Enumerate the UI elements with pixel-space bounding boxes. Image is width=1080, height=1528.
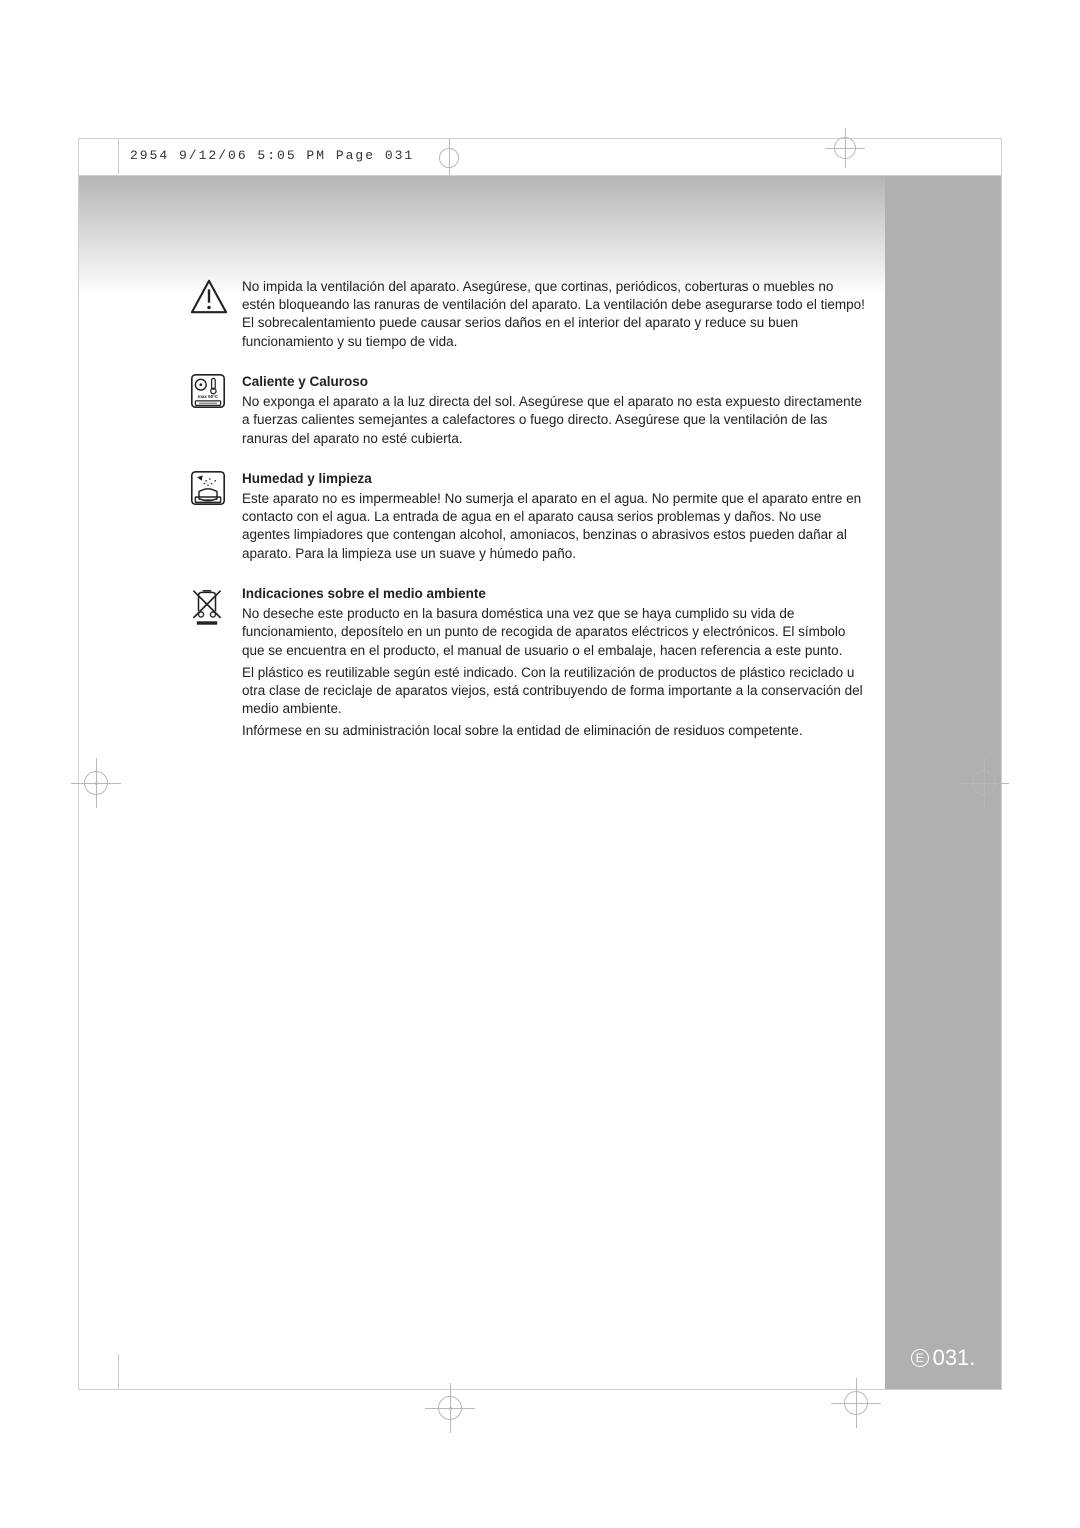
heat-icon: max 50°C	[190, 373, 228, 411]
language-badge: E	[911, 1349, 929, 1367]
weee-icon	[190, 585, 228, 623]
humidity-text: Este aparato no es impermeable! No sumer…	[242, 490, 870, 563]
section-ventilation: No impida la ventilación del aparato. As…	[190, 278, 870, 355]
imposition-slug: 2954 9/12/06 5:05 PM Page 031	[130, 148, 414, 163]
section-environment: Indicaciones sobre el medio ambiente No …	[190, 585, 870, 745]
svg-text:max 50°C: max 50°C	[198, 394, 219, 399]
heat-text: No exponga el aparato a la luz directa d…	[242, 393, 870, 448]
crop-mark-top	[430, 138, 470, 178]
environment-p3: Infórmese en su administración local sob…	[242, 722, 870, 740]
environment-heading: Indicaciones sobre el medio ambiente	[242, 585, 870, 603]
ventilation-text: No impida la ventilación del aparato. As…	[242, 278, 870, 351]
section-heat: max 50°C Caliente y Caluroso No exponga …	[190, 373, 870, 452]
crop-tick-bottom	[118, 1354, 119, 1390]
content-area: No impida la ventilación del aparato. As…	[190, 278, 870, 763]
environment-p1: No deseche este producto en la basura do…	[242, 605, 870, 660]
humidity-icon	[190, 470, 228, 508]
environment-p2: El plástico es reutilizable según esté i…	[242, 664, 870, 719]
crop-tick	[118, 138, 119, 174]
page-number-text: 031.	[933, 1345, 976, 1370]
page-number: E031.	[885, 1345, 1001, 1371]
heat-heading: Caliente y Caluroso	[242, 373, 870, 391]
section-humidity: Humedad y limpieza Este aparato no es im…	[190, 470, 870, 567]
warning-icon	[190, 278, 228, 316]
humidity-heading: Humedad y limpieza	[242, 470, 870, 488]
